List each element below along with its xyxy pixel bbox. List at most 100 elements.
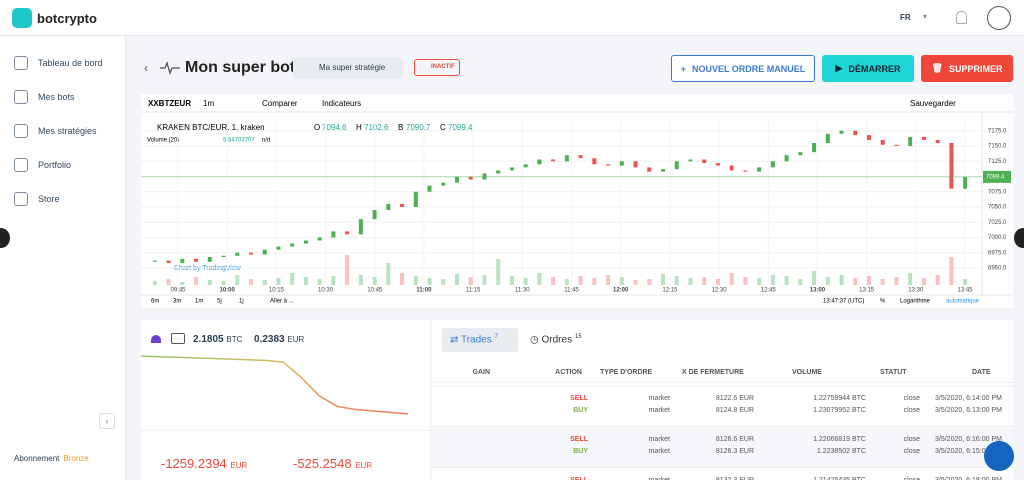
strategy-chip[interactable]: Ma super stratégie: [293, 57, 403, 79]
cell: 1.21425435 BTC: [813, 477, 866, 480]
range[interactable]: 1m: [195, 299, 203, 305]
sidebar: Abonnement Bronze ‹ Tableau de bord Mes bo…: [0, 36, 126, 480]
candle: [921, 136, 926, 140]
volume-bar: [551, 277, 556, 285]
column-header[interactable]: STATUT: [880, 369, 907, 376]
back[interactable]: ‹: [144, 61, 148, 75]
volume-bar: [207, 280, 212, 285]
save[interactable]: Sauvegarder: [910, 99, 956, 108]
volume-bar: [455, 274, 459, 285]
candle: [372, 210, 377, 220]
candle: [867, 135, 871, 140]
collapse[interactable]: ‹: [99, 413, 115, 429]
column-header[interactable]: ACTION: [555, 369, 582, 376]
nav-item[interactable]: Tableau de bord: [14, 56, 103, 70]
volume-bar: [386, 263, 391, 285]
cell: market: [649, 477, 670, 480]
table-header-border: [432, 386, 1013, 387]
volume-bar: [715, 279, 720, 285]
cell: close: [903, 395, 920, 402]
scroll-left[interactable]: [0, 228, 10, 248]
volume-bar: [867, 276, 871, 285]
ohlc-value: 7099.4: [448, 123, 473, 132]
nav-item[interactable]: Mes bots: [14, 90, 75, 104]
cell: 1.22066819 BTC: [813, 436, 866, 443]
start-button[interactable]: ▶ DÉMARRER: [822, 55, 914, 82]
volume-bar: [166, 279, 171, 285]
language[interactable]: FR: [900, 13, 911, 22]
cell: market: [648, 448, 670, 455]
compare[interactable]: Comparer: [262, 99, 298, 108]
candle: [276, 246, 281, 250]
goto[interactable]: Aller à ...: [270, 299, 294, 305]
range[interactable]: 6m: [151, 299, 159, 305]
ohlc-value: 7094.6: [322, 123, 347, 132]
x-tick-label: 13:45: [957, 288, 973, 294]
language-caret[interactable]: ▾: [923, 12, 928, 21]
ohlc-value: 7102.6: [364, 123, 389, 132]
auto[interactable]: automatique: [946, 299, 980, 305]
volume-bar: [949, 257, 954, 285]
cell: 1.22759944 BTC: [813, 395, 866, 402]
scroll-right[interactable]: [1014, 228, 1024, 248]
column-header[interactable]: VOLUME: [792, 369, 822, 376]
y-tick-label: 7075.0: [988, 189, 1007, 195]
avatar[interactable]: [987, 6, 1011, 30]
volume-bar: [194, 277, 199, 285]
y-tick-label: 6950.0: [988, 266, 1007, 272]
ohlc-value: 7090.7: [406, 123, 431, 132]
y-tick-label: 7050.0: [988, 205, 1007, 211]
candle: [523, 164, 528, 168]
candle: [647, 167, 652, 172]
volume-bar: [921, 278, 926, 285]
symbol[interactable]: XXBTZEUR: [148, 99, 191, 108]
candle: [482, 173, 487, 180]
header: botcrypto FR ▾: [0, 0, 1024, 36]
range[interactable]: 3m: [173, 299, 181, 305]
count: 15: [574, 334, 582, 340]
volume-bar: [894, 277, 899, 285]
bell[interactable]: [956, 11, 967, 24]
volume-bar: [413, 276, 418, 285]
interval[interactable]: 1m: [203, 99, 214, 108]
column-header[interactable]: TYPE D'ORDRE: [600, 369, 653, 376]
cell: 8122.6 EUR: [715, 395, 754, 402]
value: 2.1805: [193, 334, 224, 345]
candle: [441, 182, 446, 186]
ohlc-label: O: [314, 123, 320, 132]
brand[interactable]: botcrypto: [37, 11, 97, 26]
chat-button[interactable]: [984, 441, 1014, 471]
volume-bar: [674, 276, 679, 285]
ohlc-label: C: [440, 123, 446, 132]
volume-bar: [262, 280, 267, 285]
percent[interactable]: %: [880, 299, 886, 305]
nav-item[interactable]: Mes stratégies: [14, 124, 97, 138]
tab-trades[interactable]: ⇄ Trades 7: [450, 334, 498, 346]
y-tick-label: 7150.0: [988, 144, 1007, 150]
candle: [152, 260, 157, 262]
candle: [880, 139, 885, 145]
new-order-button[interactable]: + NOUVEL ORDRE MANUEL: [671, 55, 815, 82]
subscription[interactable]: Abonnement Bronze: [14, 454, 89, 463]
label: Ordres: [541, 334, 573, 346]
candle: [729, 165, 734, 171]
log[interactable]: Logarithme: [900, 299, 931, 305]
range[interactable]: 1j: [239, 299, 244, 305]
balance-btc: 2.1805 BTC: [193, 334, 242, 345]
y-tick-label: 7000.0: [988, 235, 1007, 241]
candle: [935, 139, 940, 143]
column-header[interactable]: GAIN: [472, 369, 491, 376]
candle: [235, 252, 240, 256]
last-price-box: [983, 170, 1011, 183]
range[interactable]: 5j: [217, 299, 222, 305]
nav-item[interactable]: Store: [14, 192, 60, 206]
unit: BTC: [226, 335, 243, 344]
column-header[interactable]: X DE FERMETURE: [682, 369, 744, 376]
tab-orders[interactable]: ◷ Ordres 15: [530, 334, 582, 346]
x-tick-label: 13:15: [859, 288, 875, 294]
delete-button[interactable]: 🗑 SUPPRIMER: [921, 55, 1013, 82]
nav-item[interactable]: Portfolio: [14, 158, 71, 172]
column-header[interactable]: DATE: [972, 369, 991, 376]
label: DÉMARRER: [848, 63, 901, 74]
indicators[interactable]: Indicateurs: [322, 99, 361, 108]
